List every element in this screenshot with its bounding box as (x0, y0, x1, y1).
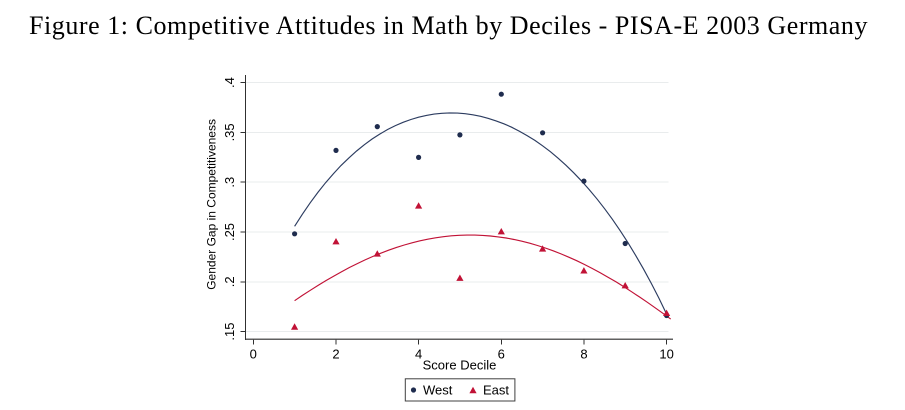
svg-text:Gender Gap in Competitiveness: Gender Gap in Competitiveness (205, 119, 219, 290)
svg-text:6: 6 (498, 346, 505, 361)
svg-text:.35: .35 (222, 123, 237, 141)
svg-text:East: East (483, 383, 509, 398)
svg-text:.4: .4 (222, 77, 237, 88)
svg-text:8: 8 (580, 346, 587, 361)
svg-text:10: 10 (659, 346, 673, 361)
svg-text:Score Decile: Score Decile (423, 358, 497, 373)
svg-text:.15: .15 (222, 323, 237, 341)
svg-text:.3: .3 (222, 177, 237, 188)
svg-text:2: 2 (332, 346, 339, 361)
svg-text:.2: .2 (222, 276, 237, 287)
svg-text:.25: .25 (222, 223, 237, 241)
svg-text:0: 0 (250, 346, 257, 361)
svg-text:West: West (423, 383, 453, 398)
svg-text:4: 4 (415, 346, 422, 361)
